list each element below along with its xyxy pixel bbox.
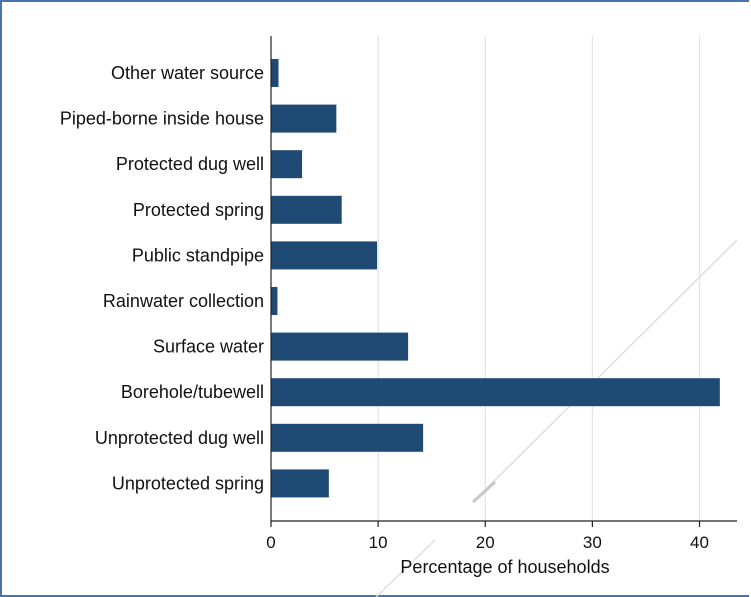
x-tick-label: 10	[369, 533, 388, 552]
x-tick-label: 20	[476, 533, 495, 552]
category-label: Piped-borne inside house	[60, 109, 264, 129]
bars	[271, 59, 720, 498]
x-tick-labels: 0 10 20 30 40	[266, 533, 709, 552]
x-tick-label: 30	[583, 533, 602, 552]
x-tick-label: 0	[266, 533, 275, 552]
bar-5	[271, 287, 278, 315]
category-label: Protected spring	[133, 200, 264, 220]
bar-3	[271, 195, 342, 224]
x-axis-title: Percentage of households	[400, 557, 609, 577]
bar-8	[271, 423, 424, 452]
category-label: Public standpipe	[132, 245, 264, 265]
decorative-stroke	[472, 239, 738, 503]
category-label: Other water source	[111, 63, 264, 83]
gridlines	[377, 36, 701, 521]
category-label: Unprotected spring	[112, 473, 264, 493]
bar-0	[271, 59, 279, 87]
decorative-stroke	[375, 539, 436, 597]
bar-2	[271, 150, 303, 179]
bar-6	[271, 332, 409, 361]
bar-1	[271, 104, 337, 133]
bar-7	[271, 378, 720, 407]
axes	[270, 36, 737, 527]
category-label: Rainwater collection	[103, 291, 264, 311]
x-tick-label: 40	[690, 533, 709, 552]
category-labels: Other water source Piped-borne inside hou…	[60, 63, 264, 493]
category-label: Unprotected dug well	[95, 428, 264, 448]
category-label: Surface water	[153, 337, 264, 357]
decorative-stroke	[471, 480, 497, 504]
category-label: Protected dug well	[116, 154, 264, 174]
decorative-strokes	[375, 239, 738, 597]
bar-9	[271, 469, 329, 498]
category-label: Borehole/tubewell	[121, 382, 264, 402]
bar-4	[271, 241, 378, 270]
